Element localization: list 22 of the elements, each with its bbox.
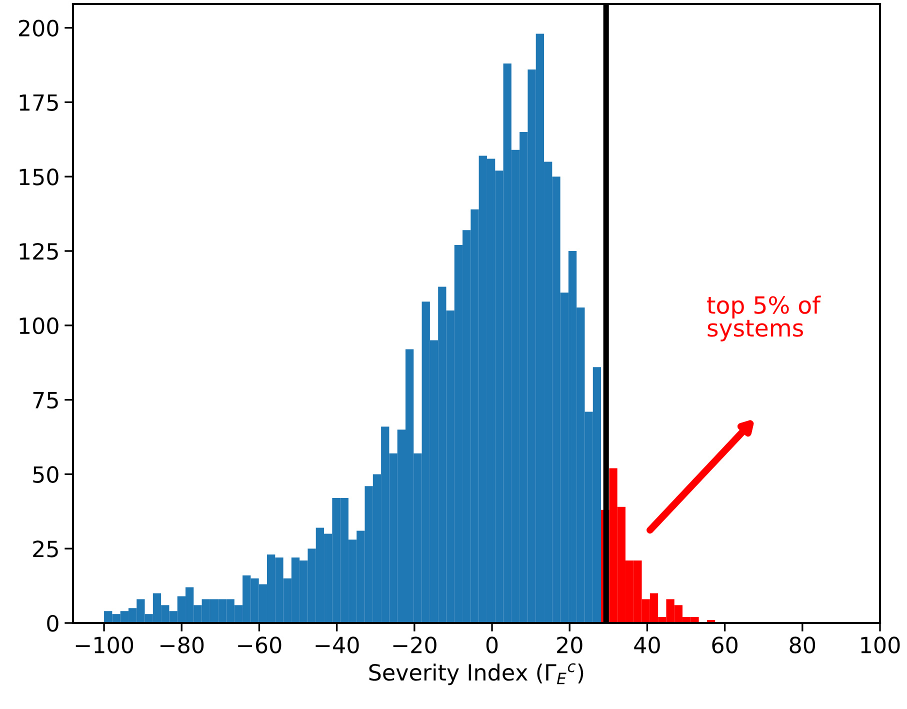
x-tick-label: −60: [238, 636, 282, 654]
x-tick-label: 40: [634, 636, 660, 654]
y-tick-label: 75: [33, 392, 58, 409]
x-tick-label: 0: [486, 636, 498, 654]
x-axis-title: Severity Index (Γ$_{E}$$^{c}$): [369, 663, 584, 686]
y-tick-label: 125: [20, 242, 58, 260]
x-tick-label: −80: [160, 636, 204, 654]
y-tick-label: 25: [33, 540, 58, 558]
x-tick-label: 100: [861, 636, 900, 654]
x-tick-label: 80: [790, 636, 816, 654]
x-tick-label: −100: [76, 636, 134, 654]
x-tick-label: −20: [393, 636, 436, 654]
y-tick-label: 50: [33, 466, 58, 483]
x-tick-label: −40: [316, 636, 359, 654]
x-tick-label: 60: [712, 636, 738, 654]
x-tick-label: 20: [557, 636, 582, 654]
y-tick-label: 150: [20, 168, 58, 186]
y-tick-label: 200: [19, 20, 58, 37]
y-tick-label: 175: [20, 94, 58, 111]
annotation: top 5% of systems: [707, 296, 821, 342]
y-tick-label: 0: [47, 614, 58, 632]
y-tick-label: 100: [20, 317, 58, 334]
